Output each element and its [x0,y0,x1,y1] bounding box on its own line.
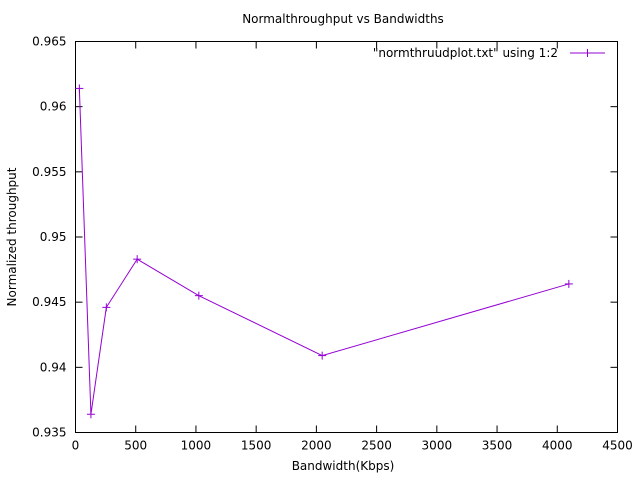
x-tick-label: 2000 [301,439,332,453]
x-tick-label: 1500 [241,439,272,453]
y-tick-label: 0.94 [40,360,67,374]
data-point [194,291,203,300]
x-axis: 0 500 1000 1500 2000 2500 3000 3500 4000 4500 [72,41,633,453]
y-tick-label: 0.955 [32,165,66,179]
x-tick-label: 3500 [482,439,513,453]
y-tick-label: 0.965 [32,35,66,49]
legend-label-series-1: "normthruudplot.txt" using 1:2 [373,46,558,60]
y-tick-label: 0.945 [32,295,66,309]
plot-frame [75,41,618,433]
y-tick-label: 0.96 [40,100,67,114]
series-group [75,84,573,419]
x-tick-label: 4500 [602,439,633,453]
data-point [318,351,327,360]
data-point [564,279,573,288]
y-tick-label: 0.95 [40,230,67,244]
x-tick-label: 1000 [181,439,212,453]
x-axis-label: Bandwidth(Kbps) [292,459,395,473]
data-point [133,255,142,264]
x-tick-label: 500 [124,439,147,453]
x-tick-label: 2500 [361,439,392,453]
data-point [102,303,111,312]
legend-swatch-series-1 [570,49,605,57]
data-point [86,410,95,419]
x-tick-label: 3000 [422,439,453,453]
series-line-1 [78,88,569,415]
x-tick-label: 4000 [542,439,573,453]
chart-title: Normalthroughput vs Bandwidths [242,12,444,26]
legend: "normthruudplot.txt" using 1:2 [373,46,605,60]
data-point [75,84,84,93]
y-axis-label: Normalized throughput [5,167,19,306]
y-tick-label: 0.935 [32,426,66,440]
x-tick-label: 0 [72,439,80,453]
y-axis: 0.935 0.94 0.945 0.95 0.955 0.96 0.965 [32,35,618,440]
